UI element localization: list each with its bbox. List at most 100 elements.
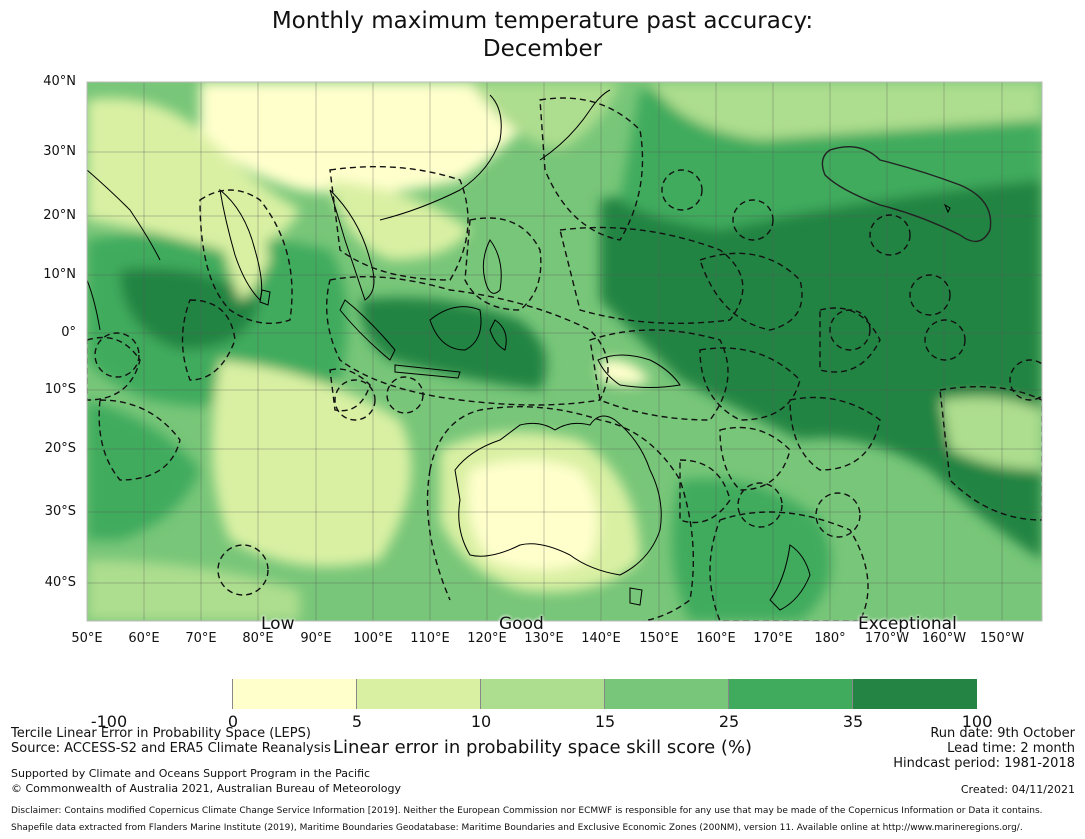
colorbar-swatch-3 — [357, 679, 481, 709]
coast-tasmania — [629, 587, 643, 606]
lon-label-180: 180° — [814, 631, 846, 646]
eez-circle-1 — [217, 544, 269, 596]
lon-label-60e: 60°E — [128, 631, 160, 646]
lon-label-160w: 160°W — [921, 631, 967, 646]
footer-copyright: © Commonwealth of Australia 2021, Austra… — [11, 782, 401, 795]
coast-arabia — [87, 169, 161, 261]
coast-japan — [539, 89, 611, 161]
skill-map — [86, 81, 1043, 622]
coast-borneo — [429, 306, 482, 351]
eez-maldives — [181, 299, 236, 381]
colorbar-tick: 5 — [351, 712, 363, 731]
lat-label-40s: 40°S — [44, 575, 76, 590]
coast-sri-lanka — [259, 289, 271, 306]
colorbar-swatch-7 — [853, 679, 977, 709]
lon-label-70e: 70°E — [185, 631, 217, 646]
footer-lead-time: Lead time: 2 month — [947, 741, 1075, 756]
lon-label-120e: 120°E — [467, 631, 507, 646]
skill-region-moderate-indian-south — [212, 360, 412, 567]
eez-circle-6 — [869, 214, 911, 256]
eez-circle-3 — [386, 376, 424, 414]
skill-region-good-south — [87, 400, 200, 540]
eez-india — [199, 189, 293, 325]
footer-hindcast: Hindcast period: 1981-2018 — [893, 756, 1075, 771]
skill-label-good: Good — [499, 614, 544, 634]
skill-region-moderate-india — [210, 180, 270, 300]
eez-circle-13 — [1009, 359, 1042, 401]
lat-label-30n: 30°N — [43, 144, 76, 159]
eez-vanuatu — [719, 426, 791, 491]
eez-australia — [426, 405, 695, 621]
lat-label-40n: 40°N — [43, 74, 76, 89]
coast-australia — [454, 415, 662, 576]
colorbar-swatch-6 — [729, 679, 853, 709]
colorbar-tick: 0 — [227, 712, 239, 731]
eez-png — [589, 329, 729, 421]
skill-label-exceptional: Exceptional — [858, 614, 957, 634]
colorbar-tick: 10 — [470, 712, 492, 731]
colorbar-tick: 25 — [718, 712, 740, 731]
eez-french-polynesia — [939, 385, 1042, 521]
eez-circle-8 — [829, 309, 871, 351]
footer-supported: Supported by Climate and Oceans Support … — [11, 767, 371, 780]
eez-new-caledonia — [679, 459, 731, 524]
lon-label-150w: 150°W — [979, 631, 1025, 646]
lon-label-130e: 130°E — [524, 631, 564, 646]
colorbar-tick: -100 — [90, 712, 128, 731]
skill-region-exceptional-indian — [120, 268, 260, 350]
eez-circle-12 — [737, 482, 783, 528]
lat-label-10s: 10°S — [44, 382, 76, 397]
eez-circle-7 — [909, 274, 951, 316]
eez-nz — [709, 511, 869, 621]
colorbar-tick: 35 — [842, 712, 864, 731]
skill-region-light-south — [87, 560, 300, 621]
eez-mauritius — [98, 399, 181, 481]
eez-indonesia — [326, 275, 609, 406]
eez-circle-4 — [661, 169, 703, 211]
skill-region-low-asia — [200, 82, 560, 194]
footer-source: Source: ACCESS-S2 and ERA5 Climate Reana… — [11, 741, 331, 756]
lon-label-50e: 50°E — [71, 631, 103, 646]
colorbar-swatch-1 — [109, 679, 233, 709]
colorbar-swatch-2 — [233, 679, 357, 709]
coastlines — [87, 89, 951, 611]
coast-sulawesi — [489, 319, 507, 351]
eez-circle-5 — [732, 199, 774, 241]
lon-label-170w: 170°W — [864, 631, 910, 646]
coast-philippines — [482, 239, 502, 294]
eez-diego-garcia — [329, 368, 371, 412]
graticule — [87, 82, 1042, 621]
skill-region-moderate-pacific-north — [650, 82, 1042, 140]
eez-circle-2 — [334, 379, 376, 421]
eez-seychelles — [87, 336, 141, 401]
eez-kiribati — [819, 307, 881, 373]
lon-label-90e: 90°E — [300, 631, 332, 646]
eez-hawaii — [821, 146, 992, 243]
footer-created: Created: 04/11/2021 — [960, 783, 1075, 796]
skill-region-moderate-china — [330, 180, 470, 260]
footer-shapefile: Shapefile data extracted from Flanders M… — [11, 823, 1023, 833]
skill-label-low: Low — [261, 614, 295, 634]
lat-label-20s: 20°S — [44, 441, 76, 456]
skill-region-exceptional — [600, 173, 1042, 561]
eez-marshall — [699, 252, 803, 331]
skill-region-low-png — [600, 359, 650, 385]
coast-java — [394, 364, 461, 379]
colorbar-swatch-5 — [605, 679, 729, 709]
coast-sumatra — [339, 299, 396, 361]
coast-hawaii — [943, 203, 951, 214]
lon-label-160e: 160°E — [696, 631, 736, 646]
lon-label-80e: 80°E — [242, 631, 274, 646]
coast-indochina — [329, 189, 375, 301]
colorbar-tick: 15 — [594, 712, 616, 731]
lat-label-20n: 20°N — [43, 208, 76, 223]
map-subtitle: December — [482, 36, 603, 62]
colorbar-label: Linear error in probability space skill … — [332, 737, 753, 758]
eez-boundaries — [87, 97, 1042, 621]
lat-label-30s: 30°S — [44, 504, 76, 519]
coast-new-zealand — [769, 544, 811, 611]
map-title: Monthly maximum temperature past accurac… — [271, 8, 814, 34]
coast-africa — [87, 279, 101, 331]
lat-label-0: 0° — [61, 325, 76, 340]
footer-disclaimer: Disclaimer: Contains modified Copernicus… — [11, 806, 1043, 816]
